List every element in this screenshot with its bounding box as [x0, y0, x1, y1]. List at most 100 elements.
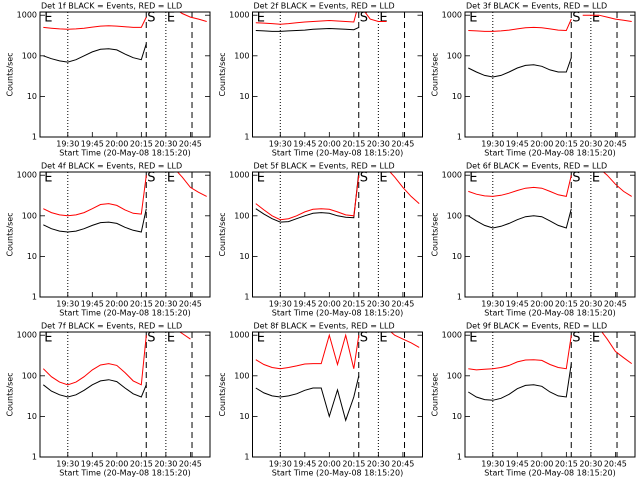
panel-title: Det 5f BLACK = Events, RED = LLD	[254, 162, 395, 171]
x-tick-label: 20:30	[579, 140, 602, 149]
x-tick-label: 20:30	[154, 140, 177, 149]
marker-label: E	[257, 11, 265, 26]
x-tick-label: 20:30	[154, 300, 177, 309]
x-tick-label: 19:30	[481, 140, 504, 149]
y-tick-label: 10	[452, 412, 462, 421]
x-tick-label: 20:00	[318, 300, 341, 309]
x-tick-label: 19:45	[81, 300, 104, 309]
x-axis-label: Start Time (20-May-08 18:15:20)	[272, 469, 403, 478]
panel-title: Det 1f BLACK = Events, RED = LLD	[41, 2, 182, 11]
marker-label: E	[257, 171, 265, 186]
plot-frame	[464, 331, 636, 458]
marker-label: S	[360, 11, 368, 26]
marker-label: S	[360, 331, 368, 346]
y-tick-label: 100	[447, 371, 462, 380]
data-line	[255, 375, 360, 422]
y-tick-label: 1	[457, 453, 462, 462]
panel: Det 8f BLACK = Events, RED = LLD Counts/s…	[218, 322, 423, 478]
panel: Det 3f BLACK = Events, RED = LLD Counts/s…	[431, 2, 636, 158]
x-tick-label: 20:00	[105, 460, 128, 469]
x-tick-label: 20:00	[530, 140, 553, 149]
y-axis-label: Counts/sec	[218, 372, 227, 416]
data-line	[468, 14, 632, 32]
plot-frame	[252, 11, 423, 138]
data-line	[468, 172, 632, 197]
x-axis-label: Start Time (20-May-08 18:15:20)	[484, 149, 615, 158]
y-tick-label: 1	[244, 133, 249, 142]
marker-label: S	[147, 331, 155, 346]
plot-frame	[39, 331, 211, 458]
x-axis-label: Start Time (20-May-08 18:15:20)	[272, 149, 403, 158]
x-tick-label: 19:30	[269, 140, 292, 149]
x-tick-label: 20:00	[318, 460, 341, 469]
y-axis-label: Counts/sec	[6, 52, 15, 96]
data-line	[468, 332, 632, 371]
y-tick-label: 100	[447, 51, 462, 60]
data-line	[43, 172, 207, 217]
marker-label: S	[572, 11, 580, 26]
x-tick-label: 20:45	[391, 460, 414, 469]
x-tick-label: 19:30	[56, 460, 79, 469]
x-tick-label: 20:30	[579, 300, 602, 309]
plot-frame	[464, 171, 636, 298]
x-tick-label: 20:15	[130, 460, 153, 469]
marker-label: E	[379, 331, 387, 346]
data-line	[42, 379, 147, 398]
data-line	[255, 26, 360, 32]
x-tick-label: 20:30	[154, 460, 177, 469]
y-tick-label: 10	[239, 252, 249, 261]
marker-label: S	[360, 171, 368, 186]
y-axis-label: Counts/sec	[218, 212, 227, 256]
x-tick-label: 20:15	[130, 300, 153, 309]
y-axis-label: Counts/sec	[431, 212, 440, 256]
y-tick-label: 10	[452, 92, 462, 101]
marker-label: E	[469, 331, 477, 346]
panel-title: Det 2f BLACK = Events, RED = LLD	[254, 2, 395, 11]
panel: Det 2f BLACK = Events, RED = LLD Counts/s…	[218, 2, 423, 158]
marker-label: E	[257, 331, 265, 346]
x-tick-label: 20:30	[579, 460, 602, 469]
x-axis-label: Start Time (20-May-08 18:15:20)	[59, 309, 190, 318]
marker-label: E	[592, 11, 600, 26]
x-tick-label: 20:45	[604, 300, 627, 309]
marker-label: E	[44, 11, 52, 26]
x-tick-label: 19:45	[506, 300, 529, 309]
marker-label: E	[167, 331, 175, 346]
marker-label: S	[572, 171, 580, 186]
y-tick-label: 100	[447, 211, 462, 220]
data-line	[255, 172, 420, 221]
marker-label: S	[147, 11, 155, 26]
data-line	[42, 332, 191, 386]
x-tick-label: 19:45	[81, 140, 104, 149]
x-tick-label: 20:15	[130, 140, 153, 149]
x-axis-label: Start Time (20-May-08 18:15:20)	[484, 309, 615, 318]
y-tick-label: 100	[22, 211, 37, 220]
data-line	[255, 12, 387, 25]
plot-frame	[39, 11, 211, 138]
x-tick-label: 19:30	[56, 300, 79, 309]
marker-label: E	[44, 331, 52, 346]
y-tick-label: 1000	[229, 11, 249, 20]
x-tick-label: 20:15	[342, 460, 365, 469]
x-tick-label: 20:15	[555, 140, 578, 149]
y-axis-label: Counts/sec	[431, 372, 440, 416]
x-tick-label: 20:00	[105, 140, 128, 149]
data-line	[255, 172, 360, 223]
y-tick-label: 10	[27, 252, 37, 261]
y-tick-label: 1000	[442, 331, 462, 340]
marker-label: E	[379, 11, 387, 26]
x-tick-label: 20:15	[342, 300, 365, 309]
plot-frame	[464, 11, 636, 138]
x-tick-label: 20:00	[530, 460, 553, 469]
panel: Det 5f BLACK = Events, RED = LLD Counts/s…	[218, 162, 423, 318]
y-tick-label: 1000	[442, 11, 462, 20]
x-axis-label: Start Time (20-May-08 18:15:20)	[272, 309, 403, 318]
y-tick-label: 1	[457, 293, 462, 302]
x-tick-label: 20:15	[555, 460, 578, 469]
data-line	[468, 57, 572, 78]
y-tick-label: 1000	[17, 11, 37, 20]
marker-label: E	[469, 171, 477, 186]
x-tick-label: 20:45	[391, 300, 414, 309]
y-tick-label: 1	[244, 453, 249, 462]
